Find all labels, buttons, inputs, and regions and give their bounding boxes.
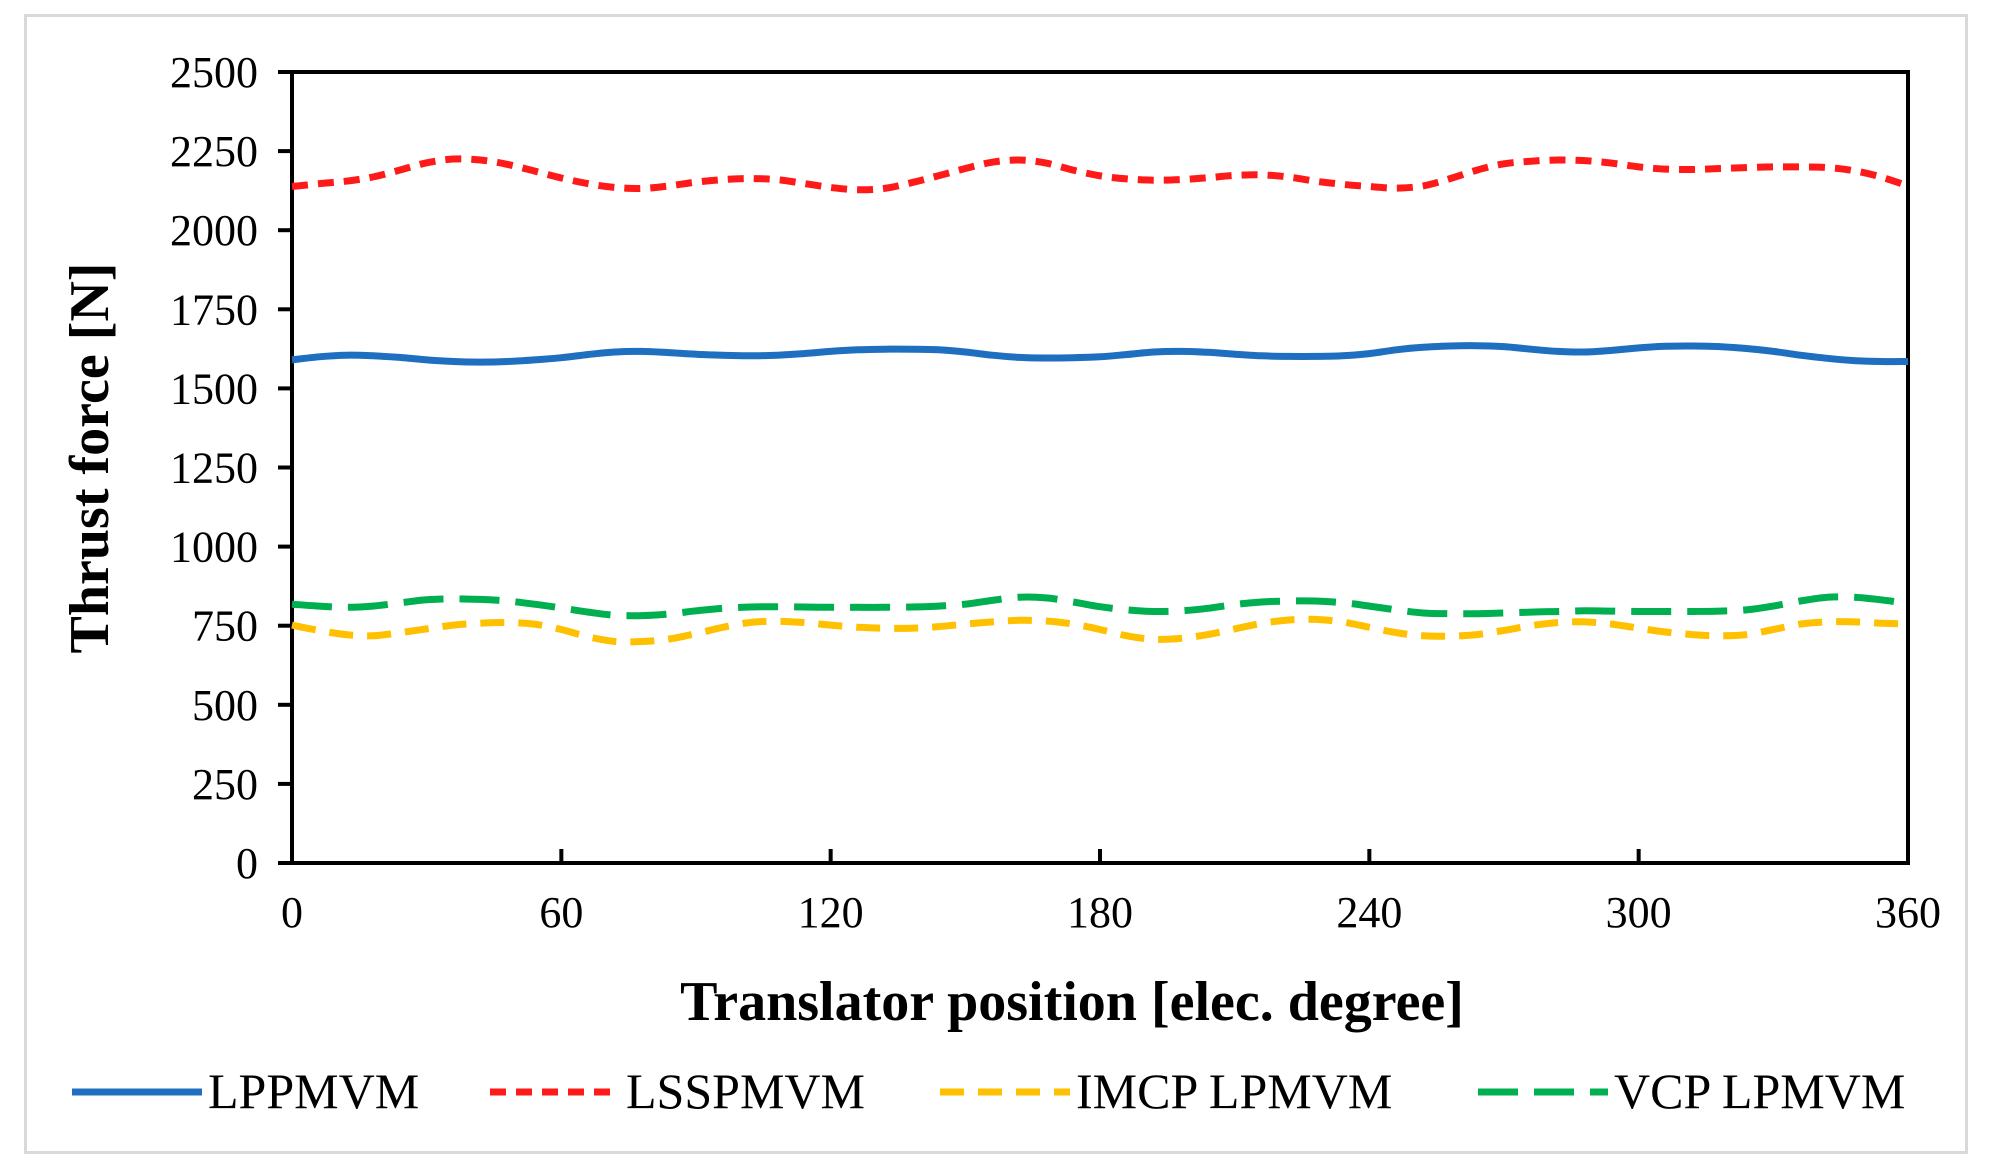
y-tick-label: 2250: [170, 127, 258, 176]
x-tick-label: 0: [281, 888, 303, 937]
legend-label: LSSPMVM: [626, 1063, 865, 1119]
x-tick-label: 360: [1875, 888, 1941, 937]
y-tick-label: 750: [192, 602, 258, 651]
y-tick-label: 250: [192, 760, 258, 809]
x-tick-label: 120: [798, 888, 864, 937]
series-line-lsspmvm: [291, 155, 1910, 194]
series-lines: [291, 155, 1910, 646]
legend: LPPMVM LSSPMVM IMCP LPMVM VCP LPMVM: [72, 1063, 1905, 1119]
y-tick-label: 1500: [170, 364, 258, 413]
y-tick-label: 500: [192, 681, 258, 730]
y-axis-title: Thrust force [N]: [59, 263, 121, 654]
series-line-vcp-lpmvm: [291, 593, 1909, 620]
x-tick-label: 240: [1336, 888, 1402, 937]
axes: 0 250 500 750 1000 1250 1500 1750 2000 2250 2500 0 6…: [170, 48, 1941, 937]
legend-label: IMCP LPMVM: [1076, 1063, 1392, 1119]
y-tick-label: 1250: [170, 444, 258, 493]
y-tick-label: 0: [236, 839, 258, 888]
y-tick-label: 1750: [170, 285, 258, 334]
series-line-lppmvm: [291, 342, 1909, 366]
x-axis-title: Translator position [elec. degree]: [680, 971, 1464, 1033]
x-tick-label: 300: [1606, 888, 1672, 937]
x-tick-label: 180: [1067, 888, 1133, 937]
legend-label: VCP LPMVM: [1614, 1063, 1905, 1119]
plot-area-border: [290, 70, 1910, 865]
y-tick-label: 2500: [170, 48, 258, 97]
y-tick-label: 2000: [170, 206, 258, 255]
chart-frame: [24, 14, 1968, 1154]
legend-label: LPPMVM: [208, 1063, 419, 1119]
x-tick-label: 60: [539, 888, 583, 937]
series-line-imcp-lpmvm: [291, 615, 1909, 646]
y-tick-label: 1000: [170, 523, 258, 572]
